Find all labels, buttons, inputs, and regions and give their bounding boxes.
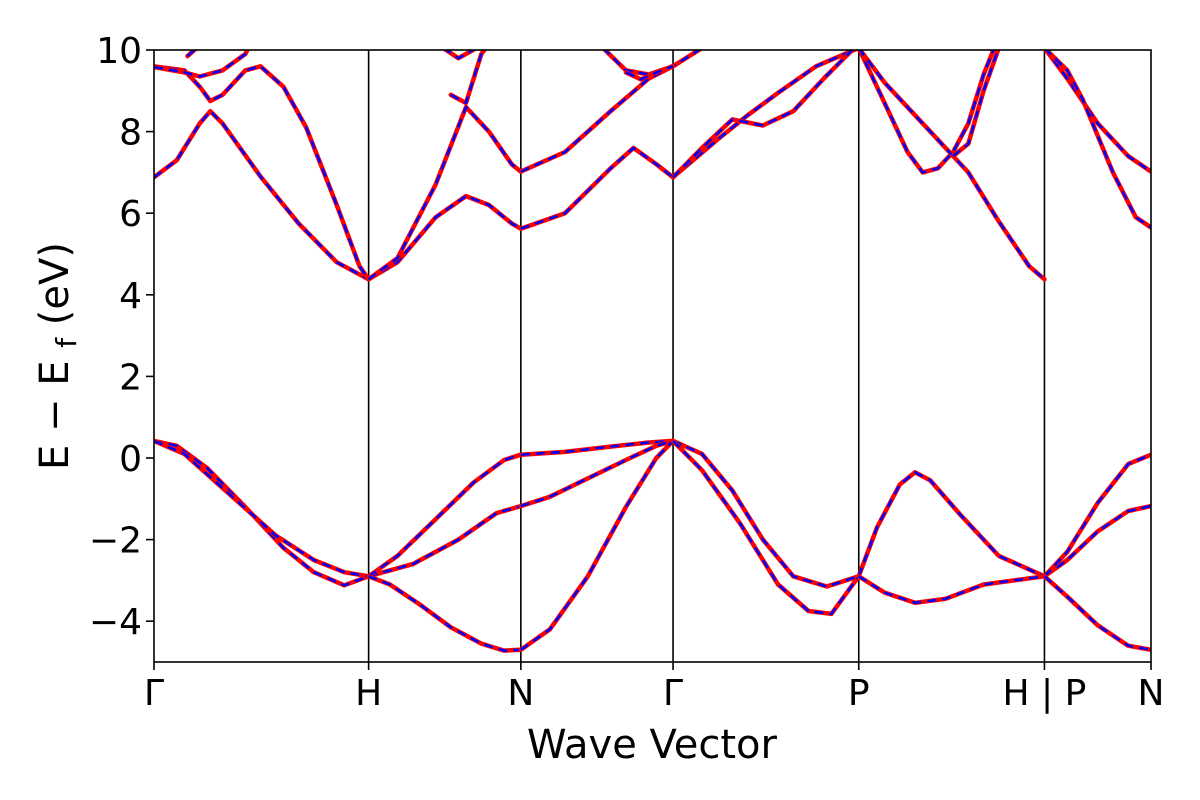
band-line-10 [856, 470, 1047, 579]
x-tick-label: Γ [144, 673, 164, 714]
x-axis-label: Wave Vector [527, 722, 778, 768]
band-line-dashed-30 [858, 50, 1046, 281]
band-line-dashed-29 [858, 50, 995, 174]
y-axis-label: E − E f (eV) [32, 242, 86, 470]
band-line-dashed-19 [367, 194, 522, 281]
bands [154, 50, 1151, 653]
band-line-3 [366, 452, 524, 579]
x-tick-label: P [848, 673, 870, 714]
band-line-dashed-14 [1043, 575, 1151, 652]
x-axis-ticks: Γ H N Γ P H | P N [144, 662, 1165, 714]
band-line-dashed-27 [603, 50, 702, 76]
band-line-19 [366, 193, 524, 282]
band-line-dashed-5 [520, 439, 674, 456]
band-line-30 [857, 50, 1047, 282]
y-tick-label: 4 [119, 276, 142, 317]
band-line-17 [154, 50, 250, 79]
band-line-dashed-6 [520, 439, 674, 508]
y-tick-label: 8 [119, 113, 142, 154]
band-line-26 [670, 50, 856, 180]
plot-area [153, 49, 1152, 663]
band-line-2 [366, 503, 524, 579]
band-line-dashed-10 [857, 471, 1046, 578]
band-line-0 [154, 438, 371, 588]
band-line-dashed-23 [520, 146, 674, 230]
band-line-15 [154, 108, 371, 282]
y-axis-label-main: E − E [32, 360, 78, 470]
band-line-dashed-32 [1044, 50, 1151, 173]
band-line-dashed-24 [520, 65, 674, 173]
band-line-dashed-13 [1043, 453, 1151, 578]
y-tick-label: 10 [96, 31, 142, 72]
x-tick-label: H | P [1003, 673, 1087, 714]
band-line-dashed-7 [520, 440, 674, 651]
band-line-13 [1042, 452, 1151, 579]
band-line-dashed-8 [672, 439, 860, 588]
y-axis-label-sub: f [50, 337, 83, 348]
band-line-dashed-3 [367, 453, 522, 578]
band-line-dashed-28 [625, 65, 674, 81]
band-line-9 [670, 438, 861, 617]
band-line-1 [154, 438, 371, 579]
band-line-16 [154, 64, 371, 282]
band-line-dashed-9 [672, 440, 860, 616]
band-line-dashed-22 [443, 50, 476, 60]
band-line-dashed-15 [154, 109, 370, 281]
band-line-dashed-0 [154, 439, 370, 587]
band-line-dashed-31 [952, 50, 1000, 158]
band-line-dashed-18 [186, 50, 197, 58]
y-tick-label: 2 [119, 357, 142, 398]
band-line-20 [366, 104, 524, 282]
y-tick-label: 0 [119, 439, 142, 480]
band-line-dashed-11 [858, 575, 1045, 605]
y-tick-label: −2 [89, 521, 142, 562]
band-line-dashed-4 [368, 575, 521, 652]
band-line-dashed-16 [154, 65, 370, 281]
x-tick-label: Γ [663, 673, 683, 714]
band-line-dashed-12 [1043, 504, 1151, 578]
band-line-4 [366, 574, 524, 653]
y-axis-label-unit: (eV) [32, 242, 78, 325]
y-tick-label: −4 [89, 602, 142, 643]
band-line-29 [857, 50, 996, 175]
plot-frame [153, 49, 1152, 663]
band-line-25 [670, 50, 860, 180]
band-line-dashed-2 [368, 504, 522, 578]
band-line-dashed-21 [450, 50, 486, 105]
band-line-14 [1042, 574, 1151, 653]
y-tick-label: 6 [119, 194, 142, 235]
x-tick-label: N [507, 673, 534, 714]
band-line-dashed-33 [1044, 50, 1151, 229]
x-tick-label: H [355, 673, 382, 714]
x-tick-label: N [1138, 673, 1165, 714]
band-line-dashed-20 [367, 105, 522, 281]
band-line-dashed-1 [154, 439, 369, 578]
band-line-dashed-25 [672, 50, 858, 179]
y-axis-ticks: −4 −2 0 2 4 6 8 10 [89, 31, 154, 643]
band-line-24 [518, 64, 676, 174]
band-line-dashed-26 [672, 50, 854, 179]
